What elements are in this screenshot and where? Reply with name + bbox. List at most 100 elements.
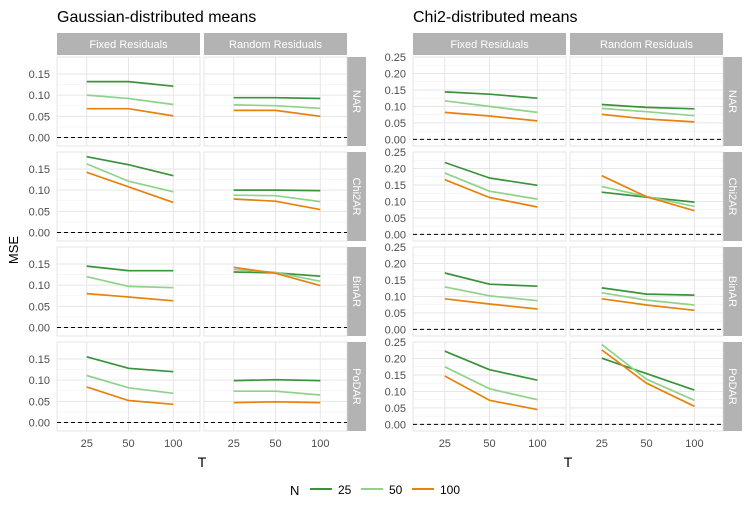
y-tick-label: 0.15 xyxy=(29,69,50,81)
y-tick-label: 0.00 xyxy=(385,134,406,146)
facet-panel-podar-random xyxy=(203,341,348,432)
facet-strip-row xyxy=(722,247,742,336)
y-tick-label: 0.15 xyxy=(385,180,406,192)
facet-strip-row xyxy=(346,57,366,146)
facet-strip-col-label: Random Residuals xyxy=(229,39,322,51)
y-tick-label: 0.20 xyxy=(385,258,406,270)
chart-title: Chi2-distributed means xyxy=(413,9,578,26)
x-tick-label: 100 xyxy=(311,438,329,450)
series-line-n100 xyxy=(444,178,538,208)
x-tick-label: 100 xyxy=(685,438,703,450)
series-line-n100 xyxy=(86,107,174,117)
y-tick-label: 0.00 xyxy=(29,228,50,240)
x-tick-label: 100 xyxy=(528,438,546,450)
series-line-n50 xyxy=(601,343,695,402)
legend-item-n100: 100 xyxy=(412,483,460,497)
y-tick-label: 0.05 xyxy=(385,308,406,320)
chart-title: Gaussian-distributed means xyxy=(57,9,256,26)
y-tick-label: 0.10 xyxy=(29,90,50,102)
legend-item-n50: 50 xyxy=(361,483,403,497)
series-line-n25 xyxy=(444,272,538,288)
series-line-n100 xyxy=(601,349,695,408)
facet-strip-col-label: Fixed Residuals xyxy=(89,39,168,51)
facet-panel-nar-random xyxy=(203,56,348,147)
series-line-n50 xyxy=(233,194,321,203)
y-tick-label: 0.05 xyxy=(385,403,406,415)
series-line-n100 xyxy=(601,297,695,312)
series-line-n100 xyxy=(233,198,321,211)
x-tick-label: 25 xyxy=(81,438,93,450)
series-line-n100 xyxy=(601,113,695,123)
y-axis-title: MSE xyxy=(6,236,21,265)
series-line-n50 xyxy=(601,291,695,306)
legend-label: 50 xyxy=(389,483,403,497)
x-tick-label: 50 xyxy=(483,438,495,450)
series-line-n100 xyxy=(86,292,174,302)
series-line-n50 xyxy=(444,172,538,200)
series-line-n50 xyxy=(86,163,174,193)
facet-panel-binar-fixed xyxy=(412,246,567,337)
facet-strip-row-label: BinAR xyxy=(726,276,738,307)
series-line-n25 xyxy=(233,378,321,382)
facet-strip-row xyxy=(346,247,366,336)
series-line-n50 xyxy=(601,107,695,117)
series-line-n25 xyxy=(444,161,538,187)
legend-label: 25 xyxy=(338,483,352,497)
y-tick-label: 0.05 xyxy=(29,301,50,313)
y-tick-label: 0.05 xyxy=(385,213,406,225)
facet-strip-row-label: PoDAR xyxy=(350,368,362,405)
facet-strip-row xyxy=(722,342,742,431)
x-tick-label: 25 xyxy=(439,438,451,450)
y-tick-label: 0.00 xyxy=(29,133,50,145)
series-line-n100 xyxy=(444,111,538,122)
series-line-n50 xyxy=(444,99,538,114)
y-tick-label: 0.20 xyxy=(385,353,406,365)
y-tick-label: 0.20 xyxy=(385,163,406,175)
legend-title: N xyxy=(290,483,299,498)
series-line-n50 xyxy=(444,286,538,302)
series-line-n25 xyxy=(601,357,695,391)
series-line-n50 xyxy=(233,390,321,396)
legend: N 25 50 100 xyxy=(290,483,460,498)
y-tick-label: 0.25 xyxy=(385,242,406,254)
facet-strip-row-label: NAR xyxy=(726,90,738,113)
y-tick-label: 0.15 xyxy=(29,259,50,271)
chart-gaussian: Gaussian-distributed means Fixed Residual… xyxy=(29,9,366,470)
facet-strip-row-label: PoDAR xyxy=(726,368,738,405)
facet-strip-row xyxy=(346,152,366,241)
series-line-n25 xyxy=(444,350,538,382)
y-tick-label: 0.10 xyxy=(385,101,406,113)
series-line-n100 xyxy=(601,174,695,212)
facet-panel-nar-fixed xyxy=(56,56,201,147)
x-tick-label: 25 xyxy=(596,438,608,450)
facet-strip-col xyxy=(413,33,566,55)
x-axis-title: T xyxy=(564,454,573,470)
y-tick-label: 0.00 xyxy=(385,419,406,431)
legend-item-n25: 25 xyxy=(310,483,352,497)
x-tick-label: 50 xyxy=(640,438,652,450)
series-line-n50 xyxy=(444,365,538,401)
y-tick-label: 0.25 xyxy=(385,337,406,349)
facet-panel-chi2ar-random xyxy=(569,151,724,242)
series-line-n100 xyxy=(444,375,538,411)
y-tick-label: 0.05 xyxy=(385,118,406,130)
y-tick-label: 0.10 xyxy=(29,185,50,197)
y-tick-label: 0.10 xyxy=(385,291,406,303)
series-line-n25 xyxy=(86,155,174,177)
facet-strip-row xyxy=(722,152,742,241)
y-tick-label: 0.15 xyxy=(29,164,50,176)
series-line-n100 xyxy=(233,109,321,118)
y-tick-label: 0.25 xyxy=(385,147,406,159)
y-tick-label: 0.00 xyxy=(385,229,406,241)
facet-strip-col xyxy=(57,33,200,55)
facet-panel-nar-random xyxy=(569,56,724,147)
legend-label: 100 xyxy=(440,483,460,497)
facet-panel-binar-fixed xyxy=(56,246,201,337)
x-tick-label: 50 xyxy=(122,438,134,450)
facet-panel-chi2ar-fixed xyxy=(56,151,201,242)
x-tick-label: 25 xyxy=(228,438,240,450)
facet-strip-col xyxy=(570,33,723,55)
series-line-n50 xyxy=(233,104,321,110)
facet-strip-row-label: Chi2AR xyxy=(726,178,738,216)
